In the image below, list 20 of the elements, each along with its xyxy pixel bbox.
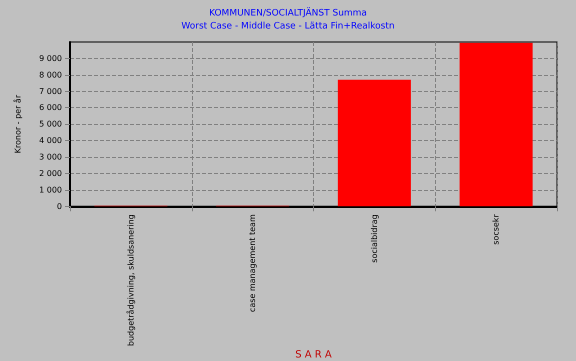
y-tick-label: 7 000 <box>39 86 62 96</box>
x-tick-label: socialbidrag <box>370 214 379 263</box>
chart-title: KOMMUNEN/SOCIALTJÄNST Summa <box>209 6 367 18</box>
y-tick-label: 5 000 <box>39 120 62 129</box>
x-tick-label: socsekr <box>492 214 501 245</box>
y-tick-label: 0 <box>56 202 62 211</box>
y-tick-label: 9 000 <box>39 54 62 63</box>
x-tick-label: case management team <box>248 214 258 312</box>
y-tick-label: 8 000 <box>39 70 62 80</box>
chart-subtitle: Worst Case - Middle Case - Lätta Fin+Realkostn <box>181 22 395 32</box>
y-tick-label: 3 000 <box>39 152 62 162</box>
y-axis-title: Kronor - per år <box>12 94 22 154</box>
bar <box>338 80 411 206</box>
x-tick-label: budgetrådgivning, skuldsanering <box>125 214 136 346</box>
x-axis-title: S A R A <box>295 350 332 360</box>
y-tick-label: 4 000 <box>39 136 62 146</box>
y-tick-label: 6 000 <box>39 103 62 112</box>
bar <box>460 42 533 206</box>
y-tick-label: 2 000 <box>39 168 62 178</box>
y-tick-label: 1 000 <box>39 185 62 194</box>
